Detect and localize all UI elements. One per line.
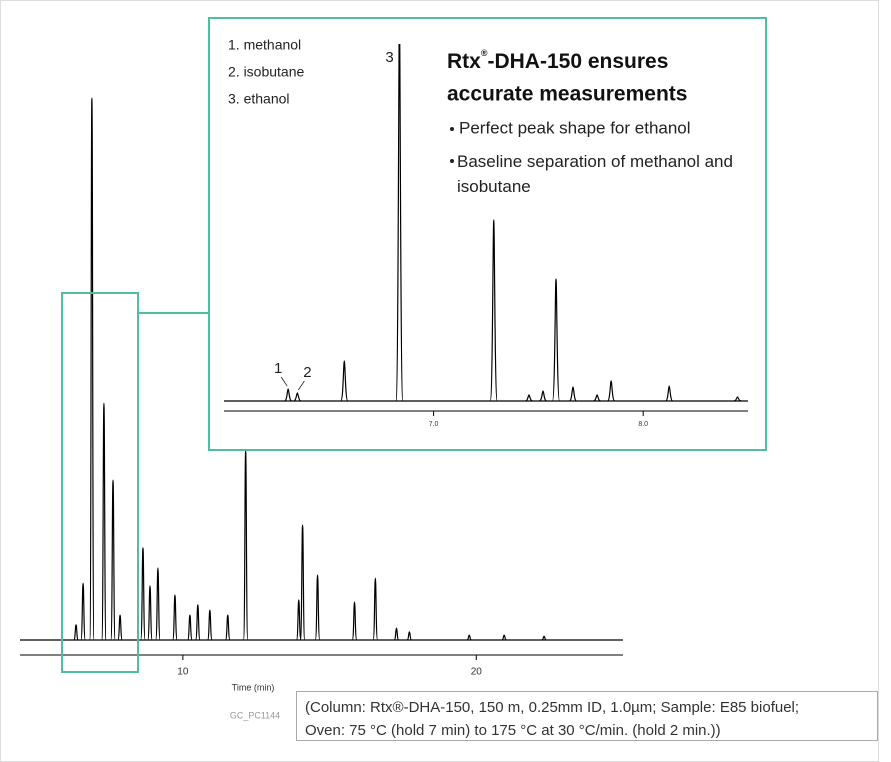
peak <box>351 601 358 641</box>
peak-label: 1 <box>274 360 282 377</box>
peak <box>406 631 412 641</box>
peak <box>501 634 507 641</box>
peak <box>80 582 86 641</box>
peak <box>172 594 178 641</box>
peak <box>155 567 161 641</box>
peak <box>140 547 146 641</box>
peak <box>593 394 601 402</box>
bullet: Baseline separation of methanol and isob… <box>457 152 733 196</box>
peak-label-leader <box>280 376 288 387</box>
peak <box>147 585 153 641</box>
peak <box>541 635 547 641</box>
x-axis-label: Time (min) <box>232 682 275 692</box>
peak-label-leader <box>298 380 305 391</box>
peak <box>101 402 107 641</box>
peak <box>110 479 116 641</box>
peak-label: 3 <box>385 49 393 66</box>
legend-item: 3. ethanol <box>228 91 290 107</box>
peak <box>733 396 742 402</box>
figure-id: GC_PC1144 <box>230 710 280 720</box>
caption-line: Oven: 75 °C (hold 7 min) to 175 °C at 30… <box>305 722 721 739</box>
peak <box>551 278 561 402</box>
bullet-dot <box>450 127 454 131</box>
peak <box>525 394 533 402</box>
peak <box>314 574 321 641</box>
inset-title: accurate measurements <box>447 83 687 106</box>
peak <box>195 604 201 641</box>
peak <box>299 524 306 641</box>
peak <box>295 599 302 641</box>
peak <box>117 614 123 641</box>
peak <box>284 388 292 402</box>
peak <box>569 386 577 402</box>
peak <box>372 577 379 641</box>
peak <box>665 385 674 402</box>
bullet-text: Baseline separation of methanol and isob… <box>457 152 733 196</box>
peak <box>489 219 498 402</box>
caption: (Column: Rtx®-DHA-150, 150 m, 0.25mm ID,… <box>296 691 878 741</box>
peak <box>242 449 249 641</box>
bullet: Perfect peak shape for ethanol <box>459 118 691 137</box>
peak <box>293 392 302 402</box>
peak <box>539 390 547 402</box>
peak <box>73 624 79 641</box>
caption-line: (Column: Rtx®-DHA-150, 150 m, 0.25mm ID,… <box>305 699 800 716</box>
x-tick-label: 8.0 <box>638 421 648 428</box>
peak <box>89 97 95 641</box>
x-tick-label: 20 <box>471 667 483 678</box>
peak <box>395 44 404 402</box>
legend-item: 1. methanol <box>228 37 301 53</box>
legend-item: 2. isobutane <box>228 64 304 80</box>
x-tick-label: 7.0 <box>429 421 439 428</box>
peak-label: 2 <box>303 364 311 381</box>
peak <box>466 634 472 641</box>
plot-area <box>224 44 748 402</box>
x-tick-label: 10 <box>177 667 189 678</box>
peak <box>187 614 193 641</box>
main-plot: 10 20 <box>20 97 623 678</box>
peak <box>340 360 349 402</box>
inset-plot: 7.0 8.0 1 2 3 <box>224 44 748 428</box>
peak <box>607 380 616 402</box>
peak <box>207 609 213 641</box>
inset-box <box>208 17 767 451</box>
inset-title: Rtx®-DHA-150 ensures <box>447 48 668 72</box>
peak <box>224 614 231 641</box>
peak <box>393 627 400 641</box>
bullet-dot <box>450 159 454 163</box>
zoom-box <box>61 292 139 673</box>
